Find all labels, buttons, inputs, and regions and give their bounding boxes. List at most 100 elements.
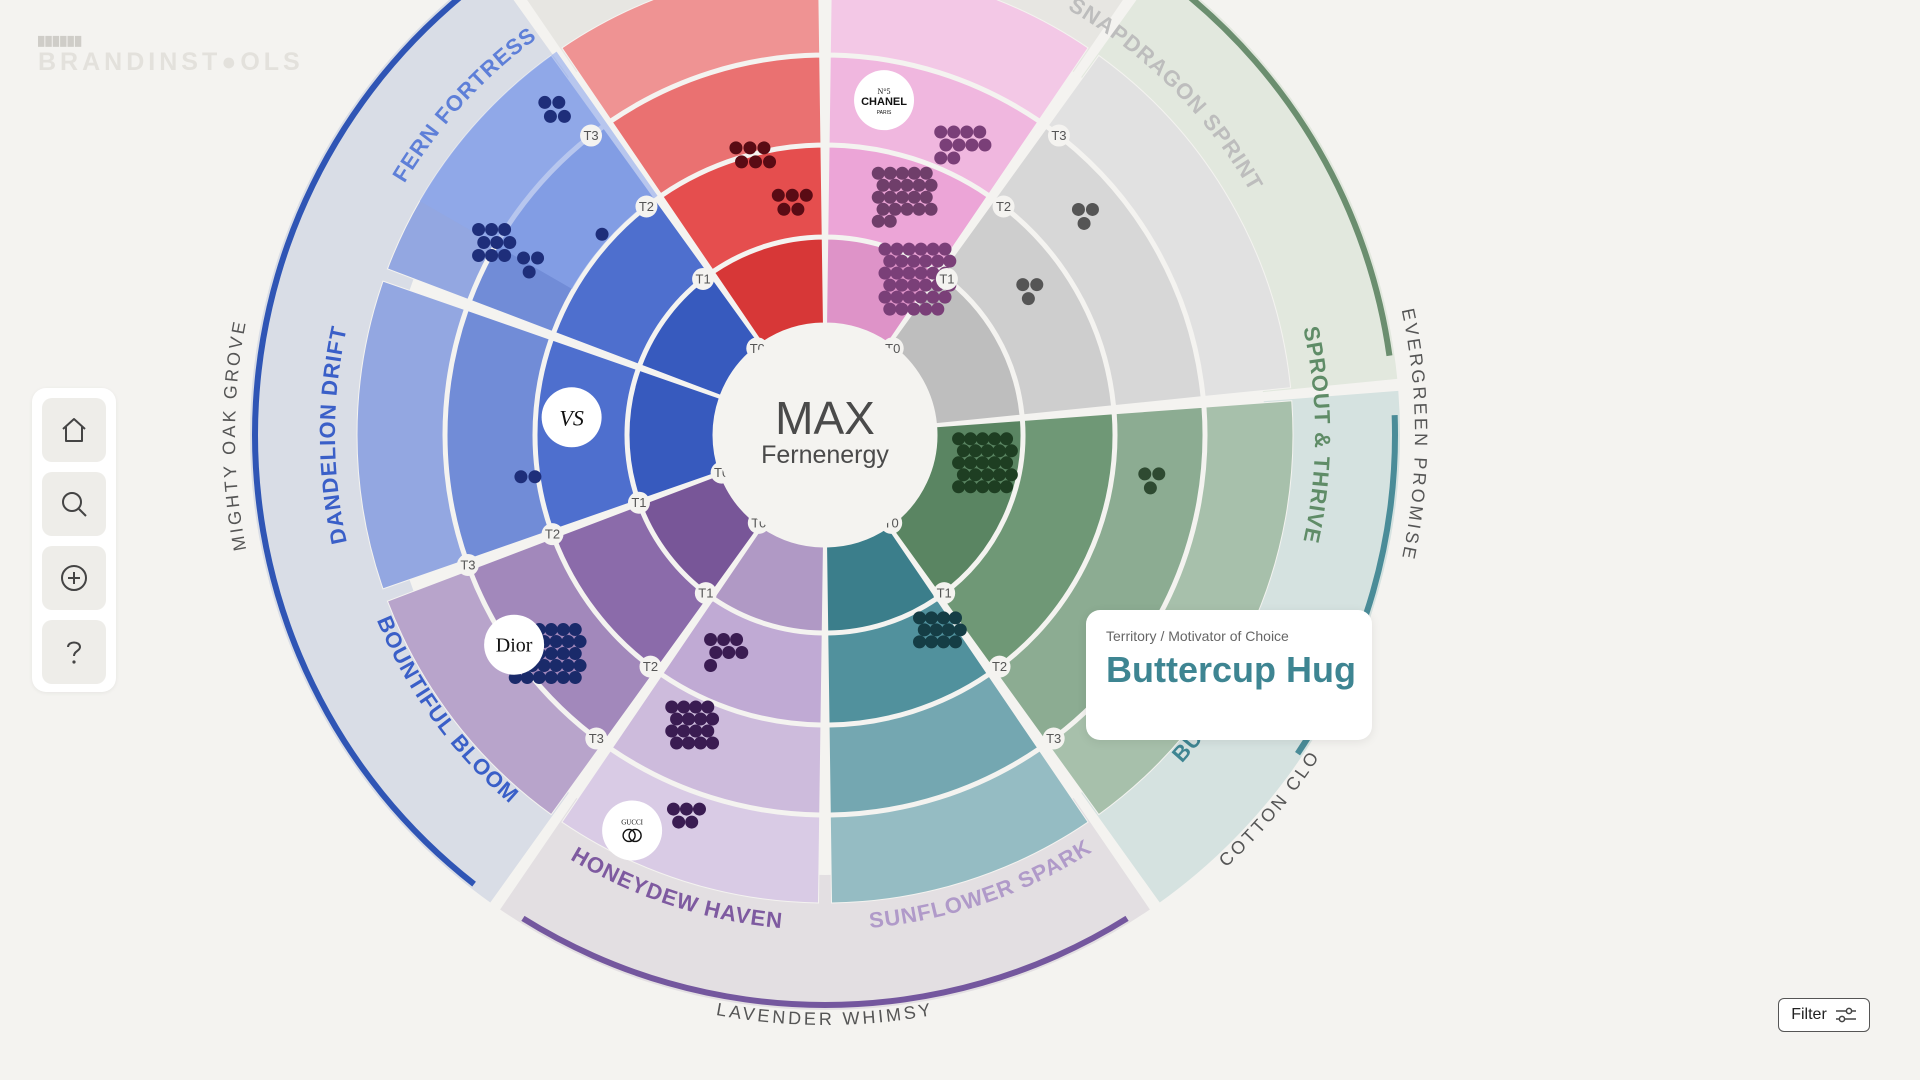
- brand-dot: [1030, 278, 1044, 292]
- dior-word: Dior: [496, 635, 533, 657]
- tier-chip: [456, 553, 479, 576]
- brand-dot: [1143, 481, 1157, 495]
- brand-dot: [888, 178, 902, 192]
- question-icon: [67, 641, 82, 664]
- tier-label: T1: [698, 586, 713, 601]
- brand-dot: [917, 623, 931, 637]
- logo-wordmark: BRANDINST●OLS: [38, 48, 304, 76]
- search-button[interactable]: [42, 472, 106, 536]
- sector-teal-t0: [826, 526, 936, 632]
- tier-chip: [541, 523, 564, 546]
- brand-dot: [568, 671, 582, 685]
- brand-dot: [568, 647, 582, 661]
- brand-dot: [1016, 278, 1030, 292]
- home-button[interactable]: [42, 398, 106, 462]
- sector-blue-lower-t3: [356, 280, 465, 590]
- brand-dot: [876, 202, 890, 216]
- brand-dot: [1000, 456, 1014, 470]
- brand-dot: [689, 700, 703, 714]
- brand-dot: [902, 266, 916, 280]
- brand-dot: [924, 202, 938, 216]
- brand-dot: [878, 242, 892, 256]
- brand-dot: [888, 202, 902, 216]
- brand-dot: [670, 712, 684, 726]
- brand-dot: [907, 190, 921, 204]
- center-title: MAX: [775, 392, 875, 444]
- brand-dot: [883, 214, 897, 228]
- tooltip-title: Buttercup Hug: [1106, 649, 1356, 690]
- brand-dot: [522, 265, 536, 279]
- brand-dot: [907, 254, 921, 268]
- brand-dot: [931, 302, 945, 316]
- brand-dot: [498, 249, 512, 262]
- territory-tooltip: Territory / Motivator of Choice Buttercu…: [1086, 610, 1372, 740]
- tier-label: T1: [939, 271, 954, 286]
- brand-dot: [490, 236, 504, 249]
- sector-teal-t3: [829, 750, 1089, 904]
- brand-dot: [531, 251, 545, 265]
- brand-dot: [992, 444, 1006, 458]
- tier-label: T2: [545, 527, 560, 542]
- brand-dot: [472, 249, 486, 262]
- brand-dot: [890, 266, 904, 280]
- brand-dot: [976, 432, 990, 446]
- vs-logo: VS: [541, 387, 602, 448]
- brand-dot: [941, 623, 955, 637]
- brand-dot: [757, 141, 771, 155]
- tier-label: T3: [1046, 731, 1061, 746]
- brand-dot: [871, 166, 885, 180]
- brand-dot: [883, 166, 897, 180]
- brand-dot: [1152, 467, 1166, 481]
- brand-dot: [528, 470, 542, 484]
- gucci-logo: GUCCI: [602, 800, 663, 861]
- brand-dot: [947, 151, 961, 165]
- brand-dot: [485, 223, 499, 236]
- vs-mark: VS: [559, 405, 583, 430]
- tier-label: T1: [631, 495, 646, 510]
- brand-dot: [947, 125, 961, 139]
- brand-dot: [992, 468, 1006, 482]
- chanel-word: CHANEL: [861, 96, 907, 108]
- brand-dot: [477, 236, 491, 249]
- brand-dot: [926, 290, 940, 304]
- brand-dot: [876, 178, 890, 192]
- tier-chip: [694, 582, 717, 605]
- brand-dot: [682, 712, 696, 726]
- brand-dot: [777, 202, 791, 216]
- filter-button[interactable]: Filter: [1778, 998, 1870, 1032]
- brand-dot: [968, 468, 982, 482]
- brand-dot: [980, 444, 994, 458]
- brand-dot: [665, 724, 679, 738]
- brand-dot: [900, 202, 914, 216]
- brand-dot: [735, 646, 749, 660]
- brand-dot: [1000, 480, 1014, 494]
- brand-dot: [934, 151, 948, 165]
- brand-dot: [965, 138, 979, 152]
- brand-dot: [925, 635, 938, 649]
- brand-dot: [722, 646, 736, 660]
- tier-label: T3: [460, 557, 475, 572]
- brand-dot: [701, 724, 715, 738]
- brand-dot: [949, 611, 962, 625]
- add-button[interactable]: [42, 546, 106, 610]
- brand-dot: [682, 736, 696, 750]
- chanel-top: N°5: [878, 87, 891, 96]
- chanel-logo-bg: [854, 70, 915, 131]
- center-circle: [717, 327, 933, 543]
- brand-dot: [926, 242, 940, 256]
- tier-chip: [992, 195, 1015, 218]
- tier-label: T2: [992, 659, 1007, 674]
- help-button[interactable]: [42, 620, 106, 684]
- brand-dot: [544, 647, 558, 661]
- tooltip-kicker: Territory / Motivator of Choice: [1106, 628, 1289, 644]
- brand-dot: [938, 290, 952, 304]
- gucci-g2: [628, 828, 642, 843]
- sector-rose-a-t0: [714, 238, 824, 344]
- brand-dot: [573, 635, 587, 649]
- brand-dot: [498, 223, 512, 236]
- brand-dot: [771, 188, 785, 202]
- brand-dot: [956, 468, 970, 482]
- wheel-segments[interactable]: [356, 0, 1294, 904]
- brand-dot: [556, 623, 570, 637]
